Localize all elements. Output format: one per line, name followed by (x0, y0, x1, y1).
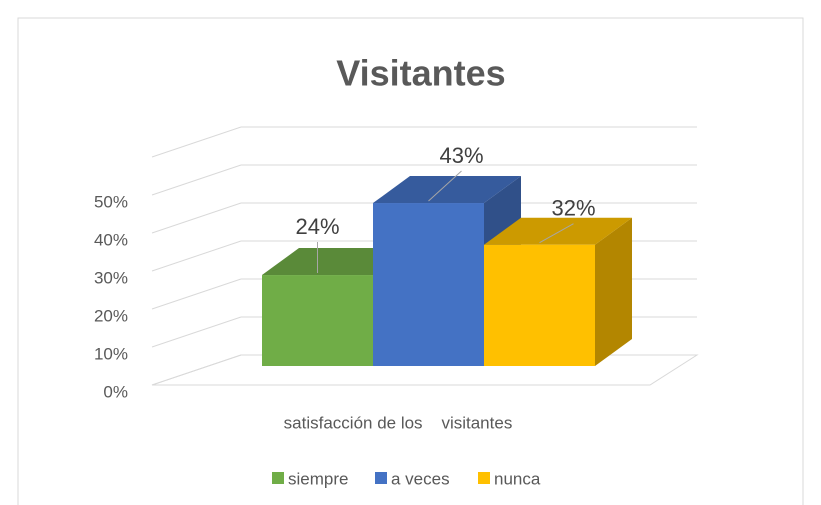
value-label: 32% (551, 196, 595, 221)
bar (262, 275, 373, 366)
y-tick-label: 10% (94, 344, 128, 363)
leader-line (539, 223, 574, 244)
leader-line (428, 170, 462, 202)
grid-line (151, 240, 242, 272)
grid-line (151, 202, 242, 234)
y-tick-label: 20% (94, 306, 128, 325)
bar-side (595, 217, 632, 366)
grid-line (151, 354, 242, 386)
bar (484, 244, 595, 366)
bar-top (484, 217, 632, 245)
legend-label: siempre (288, 469, 348, 488)
x-tick-label: satisfacción de los visitantes (284, 413, 513, 432)
chart-title: Visitantes (336, 53, 505, 94)
value-label: 43% (439, 143, 483, 168)
y-tick-label: 40% (94, 230, 128, 249)
legend-swatch (375, 472, 387, 484)
y-tick-label: 0% (103, 382, 128, 401)
grid-line (151, 164, 242, 196)
chart-border (17, 17, 804, 505)
grid-line (151, 316, 242, 348)
bar (373, 203, 484, 366)
legend-label: nunca (494, 469, 541, 488)
y-tick-label: 50% (94, 192, 128, 211)
legend-swatch (478, 472, 490, 484)
value-label: 24% (295, 214, 339, 239)
y-tick-label: 30% (94, 268, 128, 287)
legend-label: a veces (391, 469, 450, 488)
wall-edge (151, 126, 242, 158)
grid-line (151, 278, 242, 310)
legend-swatch (272, 472, 284, 484)
bar-top (373, 176, 521, 204)
